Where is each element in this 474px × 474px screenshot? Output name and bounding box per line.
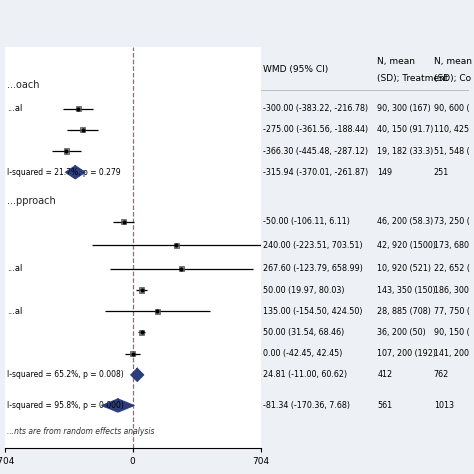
Bar [139, 330, 145, 335]
Text: -275.00 (-361.56, -188.44): -275.00 (-361.56, -188.44) [263, 125, 368, 134]
Text: ...al: ...al [7, 264, 23, 273]
Bar [76, 106, 81, 111]
Text: 90, 300 (167): 90, 300 (167) [377, 104, 431, 113]
Text: (SD); Treatment: (SD); Treatment [377, 73, 449, 82]
Text: -366.30 (-445.48, -287.12): -366.30 (-445.48, -287.12) [263, 146, 368, 155]
Text: I-squared = 95.8%, p = 0.000): I-squared = 95.8%, p = 0.000) [7, 401, 124, 410]
Text: 143, 350 (150): 143, 350 (150) [377, 285, 436, 294]
Bar [121, 219, 126, 224]
Text: 149: 149 [377, 168, 392, 177]
Text: ...al: ...al [7, 307, 23, 316]
Text: 412: 412 [377, 370, 392, 379]
Text: 10, 920 (521): 10, 920 (521) [377, 264, 431, 273]
Text: 28, 885 (708): 28, 885 (708) [377, 307, 431, 316]
Text: N, mean: N, mean [377, 57, 416, 66]
Text: I-squared = 21.7%, p = 0.279: I-squared = 21.7%, p = 0.279 [7, 168, 121, 177]
Text: ...al: ...al [7, 104, 23, 113]
Text: -50.00 (-106.11, 6.11): -50.00 (-106.11, 6.11) [263, 217, 350, 226]
Polygon shape [102, 399, 134, 412]
Text: 110, 425: 110, 425 [434, 125, 469, 134]
Text: 90, 150 (: 90, 150 ( [434, 328, 469, 337]
Text: (SD); Co: (SD); Co [434, 73, 471, 82]
Polygon shape [65, 166, 85, 179]
Text: ...pproach: ...pproach [7, 196, 56, 206]
Text: 762: 762 [434, 370, 449, 379]
Bar [64, 148, 69, 154]
Text: 46, 200 (58.3): 46, 200 (58.3) [377, 217, 434, 226]
Text: 186, 300: 186, 300 [434, 285, 469, 294]
Text: 135.00 (-154.50, 424.50): 135.00 (-154.50, 424.50) [263, 307, 362, 316]
Text: 107, 200 (192): 107, 200 (192) [377, 349, 437, 358]
Text: 50.00 (31.54, 68.46): 50.00 (31.54, 68.46) [263, 328, 344, 337]
Text: 251: 251 [434, 168, 449, 177]
Text: 1013: 1013 [434, 401, 454, 410]
Text: ...oach: ...oach [7, 80, 40, 90]
Text: 24.81 (-11.00, 60.62): 24.81 (-11.00, 60.62) [263, 370, 347, 379]
Text: 36, 200 (50): 36, 200 (50) [377, 328, 426, 337]
Text: -300.00 (-383.22, -216.78): -300.00 (-383.22, -216.78) [263, 104, 368, 113]
Bar [174, 243, 179, 248]
Text: 0.00 (-42.45, 42.45): 0.00 (-42.45, 42.45) [263, 349, 342, 358]
Text: 22, 652 (: 22, 652 ( [434, 264, 470, 273]
Text: 240.00 (-223.51, 703.51): 240.00 (-223.51, 703.51) [263, 241, 363, 250]
Text: 90, 600 (: 90, 600 ( [434, 104, 469, 113]
Text: WMD (95% CI): WMD (95% CI) [263, 65, 328, 74]
Bar [139, 288, 145, 292]
Text: 51, 548 (: 51, 548 ( [434, 146, 469, 155]
Text: -81.34 (-170.36, 7.68): -81.34 (-170.36, 7.68) [263, 401, 350, 410]
Text: 50.00 (19.97, 80.03): 50.00 (19.97, 80.03) [263, 285, 344, 294]
Polygon shape [131, 368, 144, 382]
Text: -315.94 (-370.01, -261.87): -315.94 (-370.01, -261.87) [263, 168, 368, 177]
Bar [155, 309, 160, 314]
Text: I-squared = 65.2%, p = 0.008): I-squared = 65.2%, p = 0.008) [7, 370, 124, 379]
Text: 77, 750 (: 77, 750 ( [434, 307, 470, 316]
Bar [179, 266, 184, 272]
Text: 561: 561 [377, 401, 392, 410]
Text: 19, 182 (33.3): 19, 182 (33.3) [377, 146, 434, 155]
Text: 267.60 (-123.79, 658.99): 267.60 (-123.79, 658.99) [263, 264, 363, 273]
Text: 40, 150 (91.7): 40, 150 (91.7) [377, 125, 434, 134]
Bar [130, 351, 135, 356]
Text: N, mean: N, mean [434, 57, 472, 66]
Bar [80, 128, 85, 132]
Text: 141, 200: 141, 200 [434, 349, 469, 358]
Text: 42, 920 (1500): 42, 920 (1500) [377, 241, 437, 250]
Text: ...nts are from random effects analysis: ...nts are from random effects analysis [7, 427, 155, 436]
Text: 73, 250 (: 73, 250 ( [434, 217, 470, 226]
Text: 173, 680: 173, 680 [434, 241, 469, 250]
